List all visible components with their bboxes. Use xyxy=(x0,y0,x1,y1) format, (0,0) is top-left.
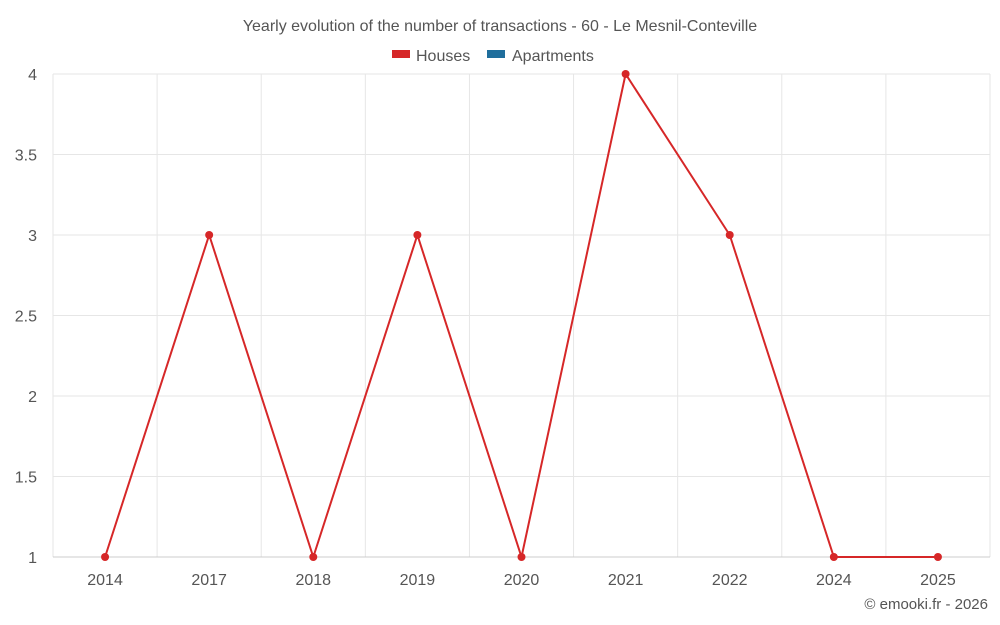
x-tick-label: 2025 xyxy=(920,572,956,589)
data-point[interactable] xyxy=(725,231,734,239)
y-tick-label: 1.5 xyxy=(15,470,37,487)
y-tick-label: 2 xyxy=(28,389,37,406)
data-point[interactable] xyxy=(829,553,838,561)
y-axis: 1 1.5 2 2.5 3 3.5 4 xyxy=(15,67,37,567)
x-tick-label: 2017 xyxy=(191,572,227,589)
credit-text: © emooki.fr - 2026 xyxy=(864,596,988,613)
grid xyxy=(52,73,991,558)
y-tick-label: 1 xyxy=(28,550,37,567)
series-houses xyxy=(101,70,942,561)
x-tick-label: 2020 xyxy=(504,572,540,589)
data-point[interactable] xyxy=(621,70,630,78)
legend-label-apartments[interactable]: Apartments xyxy=(512,48,594,65)
data-point[interactable] xyxy=(205,231,214,239)
x-tick-label: 2022 xyxy=(712,572,748,589)
data-point[interactable] xyxy=(309,553,318,561)
y-tick-label: 3.5 xyxy=(15,148,37,165)
legend-label-houses[interactable]: Houses xyxy=(416,48,470,65)
x-axis: 2014 2017 2018 2019 2020 2021 2022 2024 2025 xyxy=(87,572,956,589)
data-point[interactable] xyxy=(517,553,526,561)
chart-title: Yearly evolution of the number of transa… xyxy=(243,18,757,35)
x-tick-label: 2021 xyxy=(608,572,644,589)
legend-swatch-houses xyxy=(392,50,410,58)
data-point[interactable] xyxy=(933,553,942,561)
y-tick-label: 3 xyxy=(28,228,37,245)
x-tick-label: 2014 xyxy=(87,572,123,589)
data-point[interactable] xyxy=(413,231,422,239)
data-point[interactable] xyxy=(101,553,110,561)
x-tick-label: 2018 xyxy=(295,572,331,589)
legend: Houses Apartments xyxy=(392,48,594,65)
x-tick-label: 2019 xyxy=(400,572,436,589)
y-tick-label: 2.5 xyxy=(15,309,37,326)
legend-swatch-apartments xyxy=(487,50,505,58)
x-tick-label: 2024 xyxy=(816,572,852,589)
y-tick-label: 4 xyxy=(28,67,37,84)
